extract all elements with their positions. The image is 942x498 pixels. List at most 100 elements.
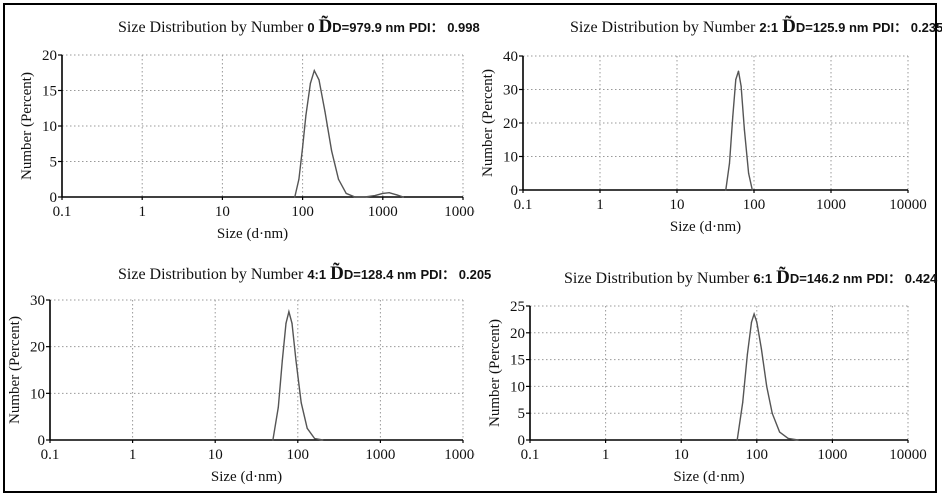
data-point (345, 192, 347, 194)
x-tick-label: 1000 (817, 447, 847, 463)
y-tick-label: 0 (518, 433, 526, 449)
data-point (364, 196, 366, 198)
data-point (756, 321, 758, 323)
pdi-label: PDI： 0.235 (872, 20, 942, 35)
x-tick-label: 1 (138, 204, 146, 220)
x-tick-label: 0.1 (521, 447, 540, 463)
y-tick-label: 10 (30, 386, 45, 402)
data-point (272, 439, 274, 441)
panel-title: Size Distribution by Number 0 D̃D=979.9 … (118, 16, 480, 38)
distribution-line (736, 311, 799, 441)
data-point (737, 70, 740, 72)
data-point (787, 437, 789, 439)
mean-diameter-label: D̃D=146.2 nm (776, 267, 863, 288)
x-tick-label: 100 (743, 197, 766, 213)
data-point (374, 195, 376, 197)
data-point (277, 406, 279, 408)
panel-title: Size Distribution by Number 6:1 D̃D=146.… (564, 267, 937, 289)
data-point (746, 353, 749, 355)
data-point (402, 196, 404, 198)
data-point (396, 194, 398, 196)
x-tick-label: 10000 (889, 447, 927, 463)
sample-label: 0 (307, 20, 315, 35)
data-point (388, 192, 390, 194)
data-point (318, 79, 320, 81)
data-point (751, 189, 753, 191)
y-tick-label: 5 (50, 155, 58, 171)
data-point (779, 431, 781, 433)
data-point (322, 439, 324, 441)
x-tick-label: 10 (208, 447, 223, 463)
data-point (354, 196, 356, 198)
y-tick-label: 20 (30, 340, 45, 356)
data-point (331, 150, 333, 152)
pdi-label: PDI： 0.205 (420, 267, 492, 282)
y-tick-label: 15 (510, 353, 525, 369)
x-tick-label: 100 (287, 447, 310, 463)
panel-title: Size Distribution by Number 4:1 D̃D=128.… (118, 263, 491, 285)
data-point (294, 196, 296, 198)
y-tick-label: 30 (503, 83, 518, 99)
data-point (288, 311, 290, 313)
data-point (305, 114, 307, 116)
data-point (760, 348, 763, 350)
data-point (743, 129, 746, 131)
data-point (324, 111, 326, 113)
data-point (298, 178, 300, 180)
x-tick-label: 10 (215, 204, 230, 220)
data-point (728, 162, 731, 164)
data-point (735, 78, 737, 81)
y-axis-title: Number (Percent) (487, 319, 503, 427)
y-tick-label: 40 (503, 49, 518, 65)
data-point (732, 115, 734, 117)
y-tick-label: 20 (42, 48, 57, 64)
title-text: Size Distribution by Number (564, 270, 750, 287)
y-tick-label: 0 (38, 433, 46, 449)
x-axis-title: Size (d·nm) (670, 219, 741, 235)
sample-label: 4:1 (307, 267, 327, 282)
x-tick-label: 1000 (816, 197, 846, 213)
y-tick-label: 25 (510, 299, 525, 315)
data-point (766, 385, 768, 387)
data-point (736, 439, 738, 441)
data-point (313, 70, 315, 72)
mean-diameter-label: D̃D=128.4 nm (330, 263, 417, 284)
x-axis-title: Size (d·nm) (211, 469, 282, 485)
x-tick-label: 1 (129, 447, 137, 463)
x-tick-label: 10 (670, 197, 685, 213)
data-point (314, 438, 316, 440)
data-point (291, 322, 293, 324)
y-tick-label: 5 (518, 406, 526, 422)
x-tick-label: 100 (746, 447, 769, 463)
panel-title: Size Distribution by Number 2:1 D̃D=125.… (570, 16, 942, 38)
y-tick-label: 10 (510, 379, 525, 395)
x-tick-label: 10000 (444, 204, 475, 220)
y-tick-label: 15 (42, 84, 57, 100)
x-axis-title: Size (d·nm) (217, 226, 288, 242)
pdi-label: PDI： 0.424 (866, 271, 938, 286)
y-tick-label: 30 (30, 293, 45, 309)
figure-frame: Size Distribution by Number 0 D̃D=979.9 … (3, 3, 942, 493)
data-point (753, 313, 755, 315)
x-tick-label: 0.1 (53, 204, 72, 220)
data-point (771, 412, 773, 414)
pdi-label: PDI： 0.998 (408, 20, 480, 35)
data-point (725, 189, 727, 191)
size-distribution-plot-1: 0 10 20 30 40 0.1 1 10 100 1000 10000 Size (d·nm) Nu… (480, 49, 927, 235)
title-text: Size Distribution by Number (118, 266, 304, 283)
title-text: Size Distribution by Number (570, 19, 756, 36)
x-tick-label: 0.1 (41, 447, 60, 463)
x-tick-label: 10 (674, 447, 689, 463)
data-point (750, 321, 753, 323)
title-text: Size Distribution by Number (118, 19, 304, 36)
data-point (306, 427, 308, 429)
data-point (295, 360, 297, 362)
data-point (797, 439, 799, 441)
sample-label: 2:1 (759, 20, 779, 35)
data-point (748, 172, 750, 174)
sample-label: 6:1 (753, 271, 773, 286)
y-tick-label: 10 (42, 119, 57, 135)
data-point (302, 146, 304, 148)
size-distribution-plot-0: 0 5 10 15 20 0.1 1 10 100 1000 10000 Size (d·nm) Num… (19, 48, 475, 242)
y-tick-label: 10 (503, 150, 518, 166)
